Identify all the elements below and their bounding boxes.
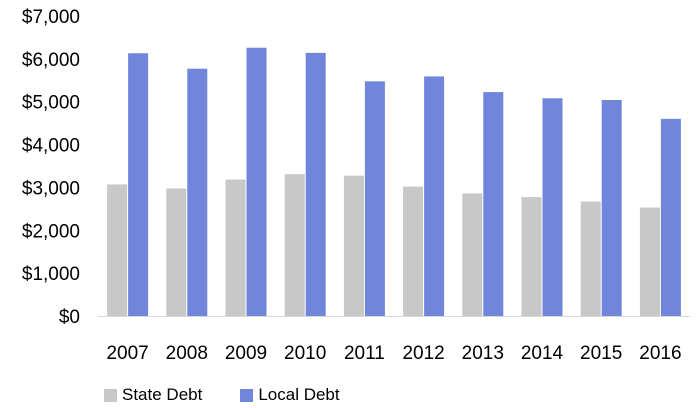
x-tick-label: 2011 (344, 343, 385, 364)
bar-local-debt (128, 53, 149, 317)
y-tick-label: $4,000 (22, 136, 80, 157)
bar-local-debt (305, 52, 326, 316)
x-tick-label: 2016 (639, 343, 681, 364)
bar-state-debt (166, 188, 187, 316)
legend-item-local-debt: Local Debt (240, 385, 340, 405)
y-tick-label: $5,000 (22, 93, 80, 114)
bar-state-debt (225, 179, 246, 316)
y-axis: $0 $1,000 $2,000 $3,000 $4,000 $5,000 $6,000 $7… (22, 7, 80, 328)
legend-item-state-debt: State Debt (104, 385, 202, 405)
bars (107, 47, 681, 317)
bar-local-debt (187, 68, 208, 316)
bar-local-debt (483, 92, 504, 316)
y-tick-label: $3,000 (22, 178, 80, 199)
y-tick-label: $2,000 (22, 221, 80, 242)
debt-bar-chart: $0 $1,000 $2,000 $3,000 $4,000 $5,000 $6,000 $7… (22, 7, 690, 364)
bar-local-debt (246, 47, 267, 316)
bar-local-debt (424, 76, 445, 316)
x-tick-label: 2007 (106, 343, 148, 364)
y-tick-label: $1,000 (22, 264, 80, 285)
bar-state-debt (403, 186, 424, 316)
legend-label-state-debt: State Debt (122, 385, 203, 404)
bar-local-debt (601, 100, 622, 316)
x-tick-label: 2012 (402, 343, 444, 364)
bar-state-debt (580, 201, 601, 316)
bar-local-debt (660, 118, 681, 316)
bar-state-debt (462, 193, 483, 316)
legend-swatch-state-debt (104, 388, 117, 402)
legend: State Debt Local Debt (104, 384, 378, 406)
x-tick-label: 2008 (166, 343, 208, 364)
legend-swatch-local-debt (240, 388, 254, 402)
bar-state-debt (639, 207, 660, 316)
bar-state-debt (521, 197, 542, 316)
x-tick-label: 2010 (284, 343, 326, 364)
x-tick-label: 2014 (521, 343, 564, 364)
x-tick-label: 2009 (225, 343, 267, 364)
bar-local-debt (364, 81, 385, 316)
x-tick-label: 2015 (580, 343, 622, 364)
bar-state-debt (284, 174, 305, 316)
y-tick-label: $7,000 (22, 7, 80, 28)
legend-label-local-debt: Local Debt (258, 385, 340, 404)
y-tick-label: $0 (59, 307, 80, 328)
bar-state-debt (107, 184, 128, 316)
y-tick-label: $6,000 (22, 50, 80, 71)
x-tick-label: 2013 (462, 343, 504, 364)
x-axis: 2007 2008 2009 2010 2011 2012 2013 2014 2015 2016 (106, 343, 681, 364)
bar-local-debt (542, 98, 563, 317)
bar-state-debt (343, 175, 364, 316)
